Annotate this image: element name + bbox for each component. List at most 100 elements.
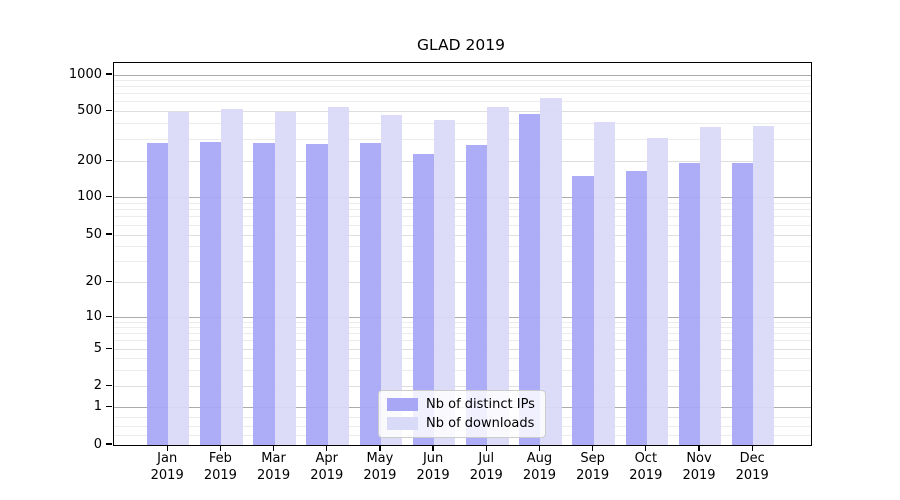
x-tick-mark-dec-2019: [751, 445, 753, 451]
gridline-1000: [113, 74, 811, 76]
minor-gridline: [113, 209, 811, 211]
bar-downloads-mar-2019: [274, 111, 296, 445]
legend-item-distinct-ips: Nb of distinct IPs: [379, 396, 545, 413]
x-tick-label-apr-2019: Apr 2019: [310, 451, 344, 483]
minor-gridline: [113, 246, 811, 248]
y-tick-label-500: 500: [77, 102, 102, 118]
legend-swatch-downloads: [387, 417, 418, 430]
y-tick-label-1000: 1000: [68, 66, 102, 82]
bar-distinct-ips-dec-2019: [731, 162, 754, 445]
gridline-5: [113, 348, 811, 350]
bar-downloads-aug-2019: [540, 97, 562, 445]
legend-swatch-distinct-ips: [387, 398, 418, 411]
bar-distinct-ips-nov-2019: [678, 163, 700, 445]
y-tick-label-2: 2: [93, 378, 102, 394]
minor-gridline: [113, 340, 811, 342]
plot-area: [112, 61, 812, 446]
bar-downloads-dec-2019: [753, 126, 775, 445]
y-tick-label-50: 50: [85, 226, 102, 242]
minor-gridline: [113, 86, 811, 88]
bar-downloads-jun-2019: [434, 120, 456, 445]
bar-downloads-apr-2019: [327, 106, 350, 445]
gridline-500: [113, 110, 811, 112]
bar-distinct-ips-feb-2019: [200, 141, 222, 445]
legend-label-downloads: Nb of downloads: [426, 416, 535, 431]
bar-downloads-may-2019: [380, 114, 403, 445]
gridline-10: [113, 317, 811, 319]
bar-downloads-jan-2019: [168, 112, 190, 445]
x-tick-label-feb-2019: Feb 2019: [203, 451, 237, 483]
x-tick-mark-sep-2019: [591, 445, 594, 451]
y-tick-label-1: 1: [93, 399, 102, 415]
minor-gridline: [113, 122, 811, 124]
x-tick-label-mar-2019: Mar 2019: [257, 451, 291, 483]
x-tick-mark-apr-2019: [326, 445, 328, 451]
y-tick-mark-500: [106, 109, 112, 111]
gridline-20: [113, 282, 811, 284]
bar-downloads-jul-2019: [487, 107, 509, 445]
minor-gridline: [113, 369, 811, 371]
x-tick-label-jan-2019: Jan 2019: [150, 451, 184, 483]
bar-downloads-sep-2019: [593, 122, 615, 445]
bar-downloads-feb-2019: [221, 108, 243, 445]
bar-distinct-ips-jun-2019: [412, 154, 435, 445]
x-tick-mark-jun-2019: [432, 445, 434, 451]
x-tick-mark-feb-2019: [219, 445, 222, 451]
bar-distinct-ips-apr-2019: [306, 143, 328, 445]
minor-gridline: [113, 80, 811, 81]
bar-distinct-ips-mar-2019: [253, 142, 275, 445]
bar-downloads-oct-2019: [646, 138, 669, 445]
minor-gridline: [113, 333, 811, 335]
y-tick-mark-10: [106, 316, 112, 318]
x-tick-mark-jul-2019: [485, 445, 487, 451]
minor-gridline: [113, 202, 811, 204]
minor-gridline: [113, 261, 811, 263]
bar-distinct-ips-may-2019: [359, 142, 381, 445]
y-tick-mark-100: [106, 196, 112, 198]
y-tick-mark-5: [106, 347, 112, 349]
minor-gridline: [113, 224, 811, 226]
x-tick-label-dec-2019: Dec 2019: [735, 451, 769, 483]
x-tick-mark-jan-2019: [166, 445, 168, 451]
y-tick-mark-1000: [106, 73, 112, 75]
bar-downloads-nov-2019: [700, 126, 722, 445]
y-tick-mark-2: [106, 385, 112, 387]
minor-gridline: [113, 327, 811, 329]
x-tick-label-may-2019: May 2019: [363, 451, 397, 483]
y-tick-mark-50: [106, 233, 112, 235]
y-tick-mark-0: [106, 443, 112, 445]
x-tick-mark-nov-2019: [698, 445, 700, 451]
y-tick-label-5: 5: [93, 340, 102, 356]
x-tick-label-aug-2019: Aug 2019: [522, 451, 556, 483]
x-tick-mark-oct-2019: [645, 445, 647, 451]
x-tick-label-oct-2019: Oct 2019: [629, 451, 663, 483]
minor-gridline: [113, 93, 811, 95]
bar-distinct-ips-jul-2019: [465, 144, 488, 445]
bar-distinct-ips-sep-2019: [572, 175, 594, 445]
minor-gridline: [113, 101, 811, 103]
x-tick-mark-aug-2019: [538, 445, 541, 451]
bar-distinct-ips-aug-2019: [519, 114, 541, 445]
gridline-100: [113, 197, 811, 199]
y-tick-mark-200: [106, 160, 112, 162]
minor-gridline: [113, 138, 811, 140]
legend-label-distinct-ips: Nb of distinct IPs: [426, 397, 535, 412]
bar-distinct-ips-oct-2019: [625, 171, 647, 445]
y-tick-label-20: 20: [85, 274, 102, 290]
x-tick-label-sep-2019: Sep 2019: [576, 451, 610, 483]
bar-distinct-ips-jan-2019: [146, 143, 169, 445]
y-tick-label-200: 200: [77, 153, 102, 169]
gridline-2: [113, 386, 811, 388]
minor-gridline: [113, 216, 811, 218]
x-tick-mark-mar-2019: [272, 445, 275, 451]
minor-gridline: [113, 322, 811, 323]
y-tick-label-100: 100: [77, 189, 102, 205]
minor-gridline: [113, 357, 811, 359]
x-tick-mark-may-2019: [379, 445, 381, 451]
legend: Nb of distinct IPs Nb of downloads: [378, 390, 546, 438]
x-tick-label-nov-2019: Nov 2019: [682, 451, 716, 483]
y-tick-mark-1: [106, 406, 112, 408]
y-tick-mark-20: [106, 281, 112, 283]
y-tick-label-10: 10: [85, 309, 102, 325]
